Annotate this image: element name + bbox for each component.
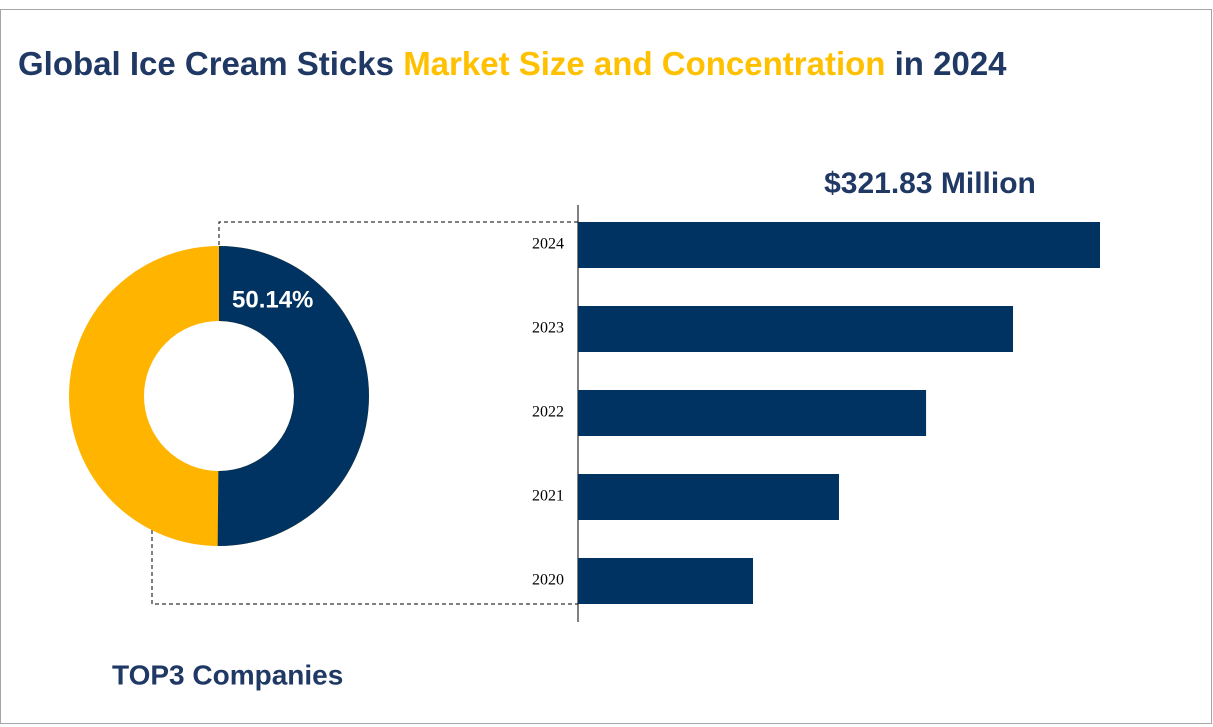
category-label: 2020: [532, 572, 564, 589]
title-part: Market Size and Concentration: [403, 45, 885, 82]
value-label: $321.83 Million: [824, 167, 1036, 200]
donut-segment: [217, 246, 369, 546]
bar: [578, 306, 1014, 352]
bar: [578, 474, 839, 520]
title-part: Global Ice Cream Sticks: [18, 45, 394, 82]
category-label: 2022: [532, 404, 564, 421]
category-label: 2024: [532, 236, 564, 253]
bar: [578, 558, 754, 604]
connector: [151, 221, 578, 605]
donut-caption: TOP3 Companies: [112, 659, 343, 690]
frame: [0, 9, 1212, 724]
bar: [578, 222, 1100, 268]
title: Global Ice Cream Sticks Market Size and …: [18, 45, 1007, 82]
bar: [578, 390, 927, 436]
title-part: in 2024: [895, 45, 1008, 82]
category-label: 2021: [532, 488, 564, 505]
donut-label: 50.14%: [232, 286, 313, 313]
category-label: 2023: [532, 320, 564, 337]
